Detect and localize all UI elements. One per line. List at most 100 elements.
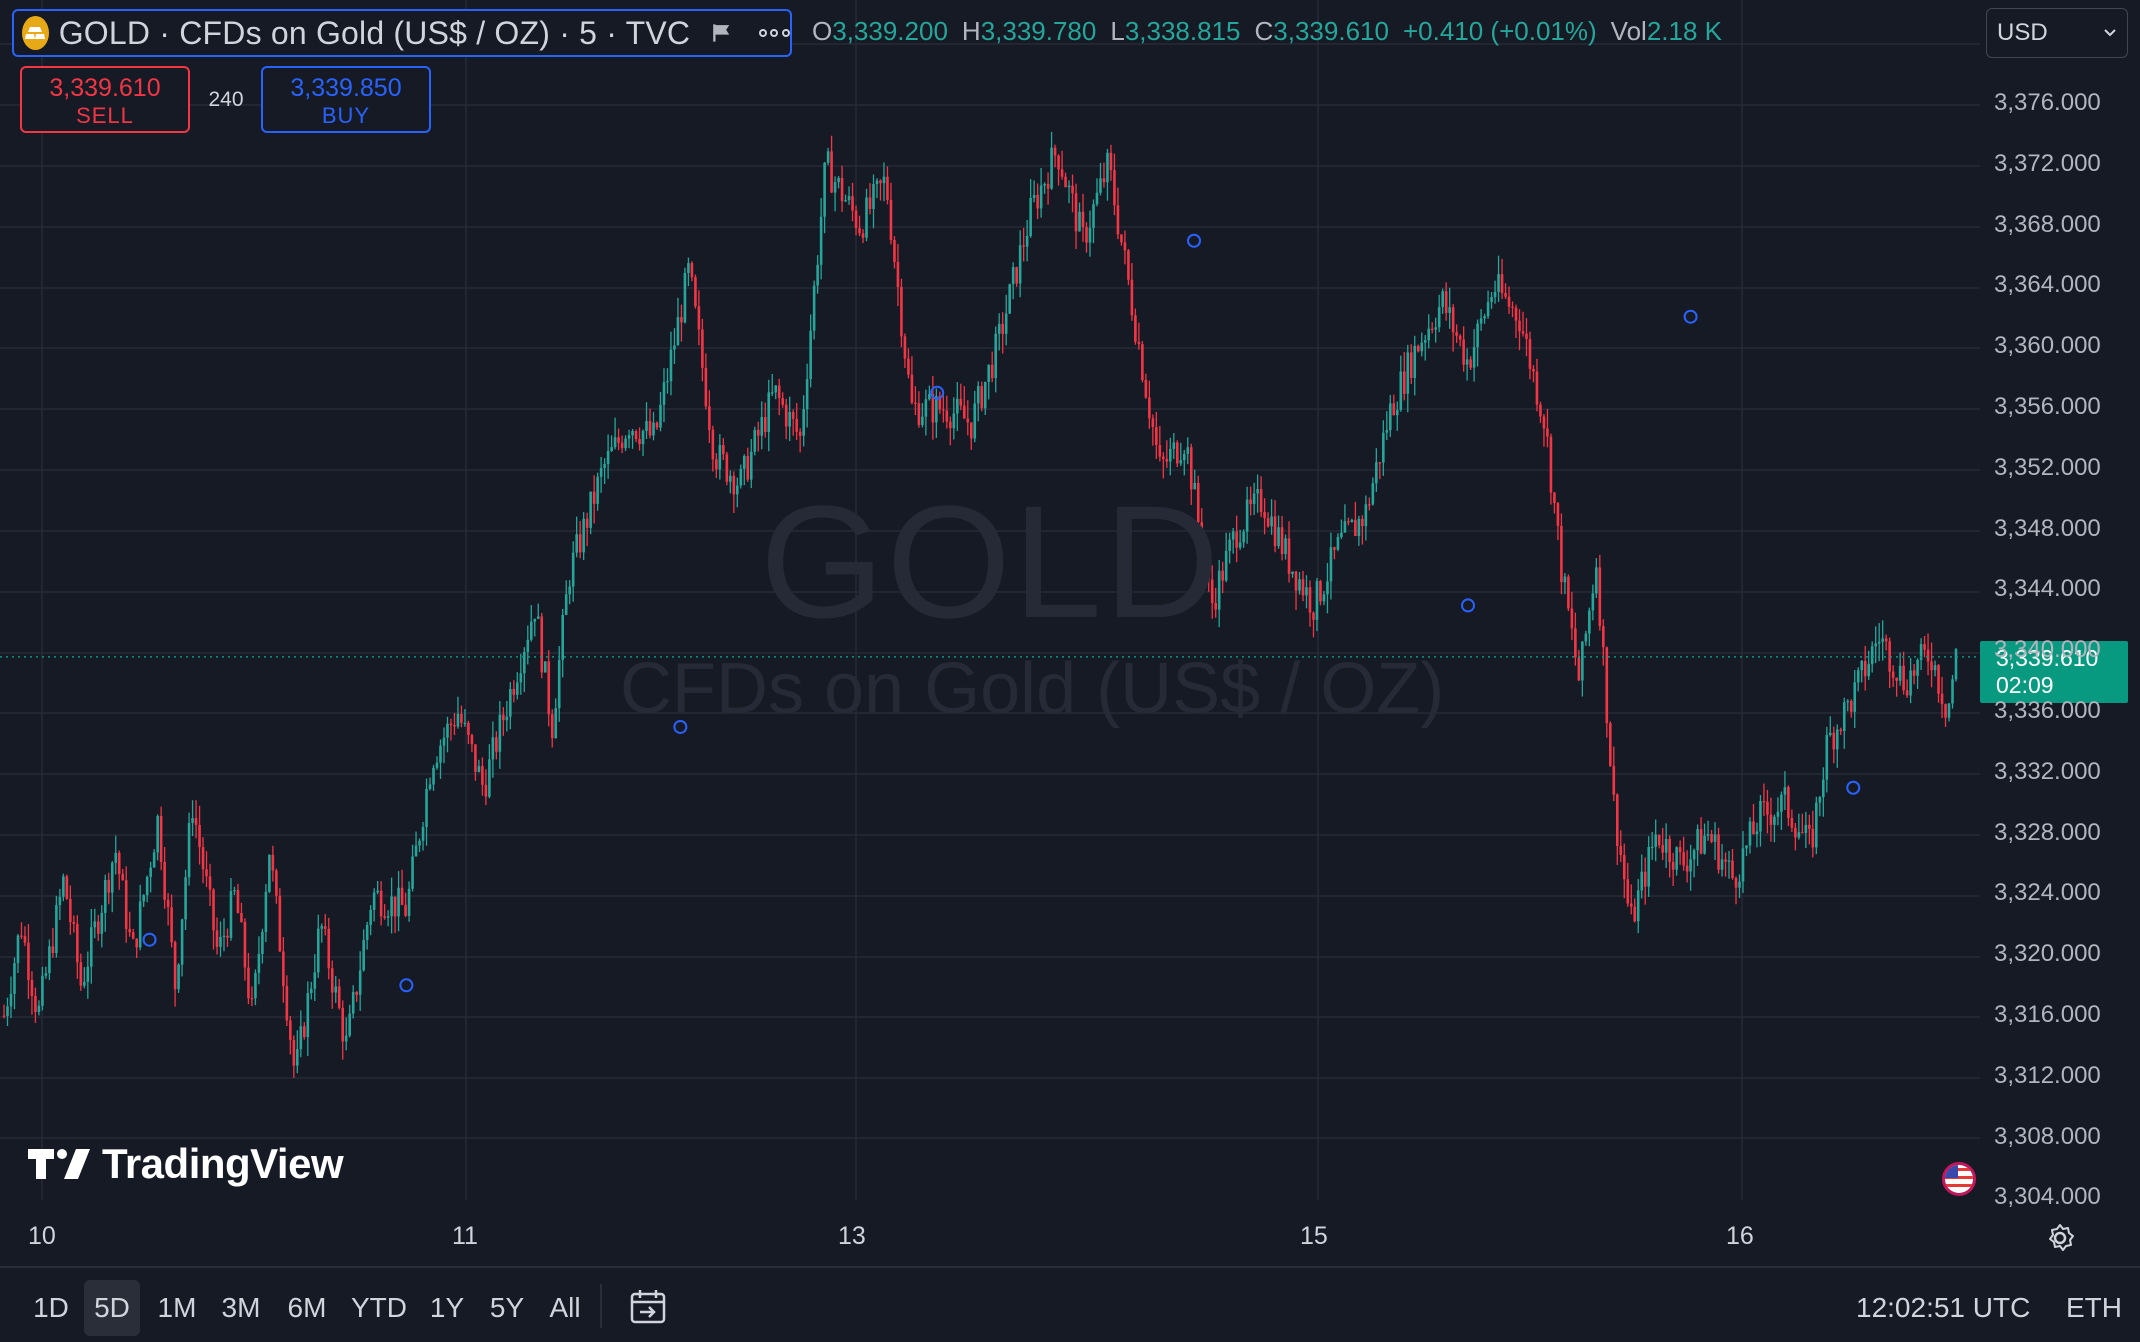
- candle-body: [557, 659, 561, 709]
- candle-body: [994, 333, 998, 379]
- candle-body: [1933, 665, 1937, 671]
- candle-body: [592, 491, 596, 504]
- candle-body: [882, 176, 886, 184]
- candle-body: [519, 673, 523, 683]
- range-button-3m[interactable]: 3M: [221, 1292, 261, 1323]
- range-button-1d[interactable]: 1D: [33, 1292, 69, 1323]
- more-options-icon[interactable]: [758, 23, 790, 43]
- range-button-all[interactable]: All: [549, 1292, 581, 1323]
- candle-body: [1769, 814, 1773, 825]
- candle-body: [1057, 155, 1060, 170]
- candle-body: [1570, 608, 1574, 629]
- symbol-title-bar[interactable]: GOLD · CFDs on Gold (US$ / OZ) · 5 · TVC: [12, 9, 792, 57]
- candle-body: [1588, 610, 1591, 634]
- candle-body: [282, 951, 285, 986]
- candle-body: [1511, 306, 1514, 308]
- candle-body: [742, 455, 746, 469]
- candle-body: [1727, 860, 1731, 862]
- candle-body: [194, 818, 198, 825]
- candle-body: [1287, 538, 1291, 574]
- ohlc-legend: O 3,339.200 H 3,339.780 L 3,338.815 C 3,339.…: [812, 16, 1736, 47]
- candle-body: [1636, 890, 1640, 922]
- candle-body: [254, 972, 257, 999]
- chart-pane[interactable]: GOLD CFDs on Gold (US$ / OZ) GOLD · CFDs…: [0, 0, 1980, 1200]
- candle-body: [285, 985, 289, 1021]
- candle-body: [1546, 428, 1549, 437]
- utc-clock[interactable]: 12:02:51 UTC: [1856, 1292, 2031, 1323]
- candle-body: [292, 1039, 296, 1066]
- candle-body: [48, 946, 51, 974]
- go-to-date-icon[interactable]: [626, 1286, 670, 1330]
- range-button-ytd[interactable]: YTD: [351, 1292, 407, 1323]
- time-tick-label: 16: [1726, 1222, 1754, 1250]
- candle-body: [1622, 854, 1626, 880]
- price-tick-label: 3,376.000: [1994, 89, 2101, 116]
- candle-body: [1284, 538, 1287, 555]
- candle-body: [27, 942, 30, 980]
- session-toggle[interactable]: ETH: [2066, 1292, 2122, 1323]
- candle-body: [351, 992, 355, 1014]
- candle-body: [138, 901, 142, 948]
- toolbar-divider: [600, 1284, 602, 1328]
- candle-body: [1912, 670, 1916, 676]
- price-tick-label: 3,324.000: [1994, 879, 2101, 907]
- candle-body: [578, 534, 582, 553]
- candle-body: [1650, 846, 1654, 849]
- range-button-1y[interactable]: 1Y: [429, 1292, 465, 1323]
- candle-body: [1109, 152, 1113, 171]
- candle-body: [1539, 404, 1542, 417]
- candle-body: [1661, 845, 1664, 853]
- candle-body: [802, 409, 805, 436]
- candle-body: [1804, 824, 1808, 834]
- candle-body: [1008, 284, 1011, 314]
- tradingview-logo-icon: [28, 1149, 90, 1179]
- settings-icon[interactable]: [2044, 1222, 2076, 1254]
- candle-body: [79, 962, 83, 986]
- sell-button[interactable]: 3,339.610 SELL: [20, 66, 190, 133]
- price-chart[interactable]: [0, 0, 1980, 1200]
- tradingview-logo[interactable]: TradingView: [28, 1140, 344, 1188]
- candle-body: [732, 475, 736, 495]
- candle-body: [1392, 403, 1396, 416]
- candle-body: [16, 935, 20, 964]
- candle-body: [983, 381, 987, 409]
- us-flag-icon[interactable]: [1942, 1162, 1976, 1196]
- candle-body: [980, 386, 984, 409]
- candle-body: [1175, 442, 1179, 464]
- range-button-6m[interactable]: 6M: [287, 1292, 327, 1323]
- candle-body: [467, 722, 470, 736]
- candle-body: [823, 162, 826, 217]
- range-button-5y[interactable]: 5Y: [489, 1292, 525, 1323]
- candle-body: [1766, 801, 1769, 815]
- range-button-5d[interactable]: 5D: [84, 1280, 140, 1336]
- candle-body: [1678, 847, 1682, 853]
- price-tick-label: 3,344.000: [1994, 575, 2101, 603]
- candle-body: [1514, 307, 1518, 321]
- candle-body: [1291, 571, 1294, 574]
- candle-body: [1776, 811, 1780, 817]
- candle-body: [1011, 267, 1015, 285]
- range-button-1m[interactable]: 1M: [157, 1292, 197, 1323]
- buy-button[interactable]: 3,339.850 BUY: [261, 66, 431, 133]
- candle-body: [418, 840, 421, 846]
- candle-body: [1102, 178, 1106, 183]
- candle-body: [788, 411, 791, 427]
- flag-icon[interactable]: [712, 20, 732, 46]
- candle-body: [477, 766, 481, 772]
- candle-body: [30, 979, 34, 996]
- currency-select[interactable]: USD: [1986, 8, 2128, 58]
- candle-body: [1790, 818, 1794, 828]
- candle-body: [1113, 170, 1116, 206]
- candle-body: [1228, 539, 1231, 551]
- candle-body: [323, 926, 327, 929]
- candle-body: [1629, 903, 1633, 907]
- candle-body: [1120, 234, 1123, 243]
- candle-body: [962, 405, 966, 419]
- candle-body: [1937, 665, 1940, 694]
- candle-body: [1018, 245, 1022, 284]
- candle-body: [93, 921, 97, 928]
- candle-body: [896, 261, 900, 287]
- candle-body: [149, 867, 152, 877]
- candle-body: [236, 890, 240, 913]
- candle-body: [1280, 527, 1284, 555]
